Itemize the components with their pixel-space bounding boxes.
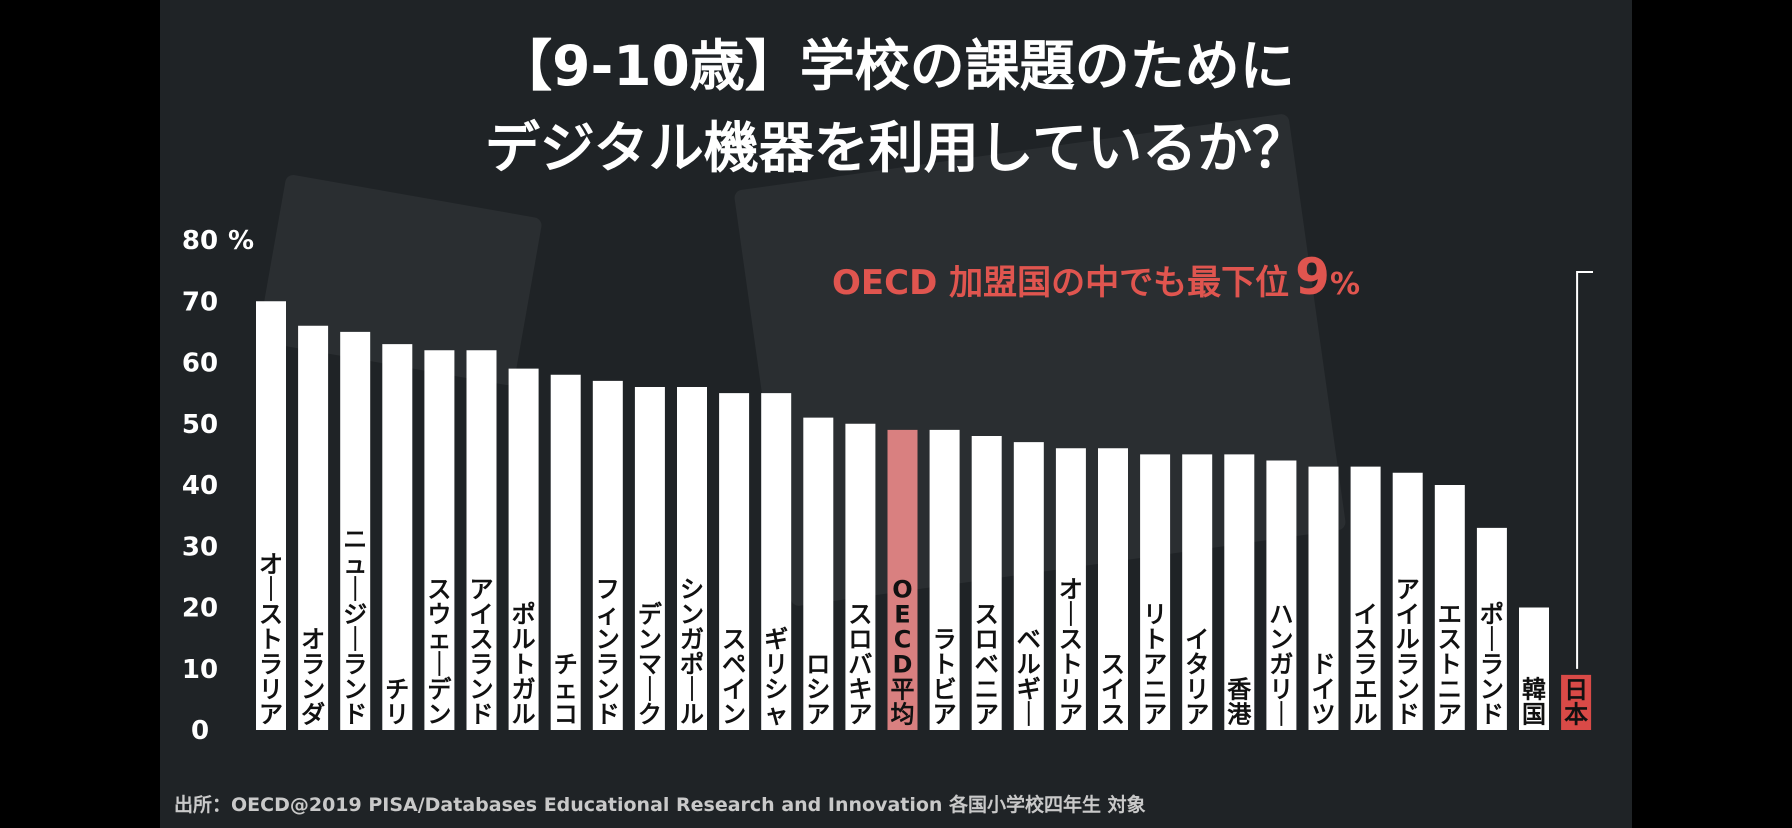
bar-country: [929, 429, 960, 730]
category-label: スイス: [1101, 650, 1125, 728]
y-tick-label: 40: [182, 471, 218, 501]
category-label: チリ: [385, 675, 409, 728]
bar-country: [298, 325, 329, 730]
bar-country: [1392, 472, 1423, 730]
category-label: リトアニア: [1143, 600, 1167, 728]
category-label: ハンガリ｜: [1269, 600, 1293, 728]
category-label: ロシア: [806, 650, 830, 728]
category-label: ポルトガル: [512, 600, 536, 728]
category-label: ニュ｜ジ｜ランド: [343, 525, 367, 728]
bar-country: [508, 368, 539, 730]
bar-country: [1350, 466, 1381, 730]
category-label: スペイン: [722, 625, 746, 728]
category-label: フィンランド: [596, 575, 620, 728]
category-label: オ｜ストラリア: [259, 550, 283, 728]
y-tick-label: 0: [191, 716, 209, 746]
y-tick-label: 80: [182, 226, 218, 256]
bar-country: [1182, 454, 1213, 730]
category-label: チェコ: [554, 650, 578, 728]
category-label: エストニア: [1438, 600, 1462, 728]
category-label: ラトビア: [933, 625, 957, 728]
bar-japan: [1561, 674, 1592, 730]
category-label: ベルギ｜: [1017, 625, 1041, 728]
category-label: シンガポ｜ル: [680, 575, 704, 728]
bar-country: [382, 344, 413, 730]
y-tick-label: 70: [182, 287, 218, 317]
annotation-value: 9: [1295, 248, 1330, 306]
category-label: デンマ｜ク: [638, 600, 663, 728]
category-label: アイスランド: [470, 575, 494, 728]
bar-country: [1476, 527, 1507, 730]
category-label: オランダ: [301, 625, 325, 728]
category-label: ポ｜ランド: [1480, 600, 1504, 728]
category-label: アイルランド: [1396, 575, 1420, 728]
y-tick-label: 50: [182, 410, 218, 440]
category-label: ドイツ: [1312, 650, 1336, 728]
bar-country: [1055, 448, 1086, 730]
annotation-text: OECD 加盟国の中でも最下位: [832, 263, 1290, 303]
bar-country: [466, 350, 497, 730]
bar-country: [424, 350, 455, 730]
category-label: イスラエル: [1354, 600, 1378, 728]
bar-country: [1140, 454, 1171, 730]
annotation-callout: OECD 加盟国の中でも最下位 9%: [832, 247, 1360, 315]
bar-country: [256, 301, 286, 730]
bar-country: [971, 436, 1002, 730]
category-label: 韓国: [1522, 675, 1546, 728]
bar-country: [761, 393, 792, 730]
bar-country: [845, 423, 876, 730]
y-tick-label: 30: [182, 532, 218, 562]
bar-country: [1098, 448, 1128, 730]
category-label: スウェ｜デン: [427, 575, 452, 728]
y-tick-label: 60: [182, 349, 218, 379]
category-label: O E C D 平均: [891, 575, 915, 728]
category-label: スロベニア: [975, 600, 999, 728]
bar-country: [719, 393, 750, 730]
source-note: 出所：OECD@2019 PISA/Databases Educational …: [174, 794, 1146, 816]
bar-country: [340, 331, 371, 730]
bar-country: [634, 387, 665, 730]
bar-country: [1519, 607, 1549, 730]
y-tick-label: 10: [182, 655, 218, 685]
chart-title-line2: デジタル機器を利用しているか？: [484, 116, 1308, 180]
y-unit-label: %: [228, 226, 254, 256]
bar-country: [1013, 442, 1044, 730]
bar-oecd-average: [887, 429, 918, 730]
category-label: 日本: [1564, 676, 1588, 729]
category-label: オ｜ストリア: [1059, 575, 1083, 728]
annotation-connector-line: [1576, 271, 1593, 669]
bar-country: [1224, 454, 1255, 730]
category-label: 香港: [1227, 675, 1252, 728]
bar-country: [1266, 460, 1297, 730]
category-label: ギリシャ: [764, 625, 788, 728]
bar-country: [550, 374, 581, 730]
bar-country: [803, 417, 834, 730]
y-tick-label: 20: [182, 594, 218, 624]
bar-country: [1434, 485, 1465, 730]
chart-title-line1: 【9-10歳】学校の課題のために: [497, 34, 1295, 98]
chart-slide: 【9-10歳】学校の課題のために デジタル機器を利用しているか？ 0 10 20 30…: [160, 0, 1632, 828]
category-label: スロバキア: [848, 600, 872, 728]
annotation-unit: %: [1329, 267, 1360, 302]
category-label: イタリア: [1185, 625, 1209, 728]
bar-country: [1308, 466, 1339, 730]
bar-country: [592, 380, 623, 730]
bar-country: [677, 387, 707, 730]
